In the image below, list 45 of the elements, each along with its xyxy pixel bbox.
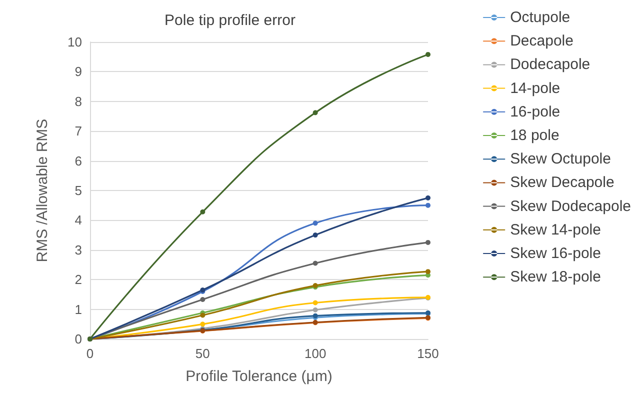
y-tick-label: 6 (74, 153, 82, 168)
point (200, 312, 206, 318)
y-tick-label: 9 (74, 64, 82, 80)
x-tick-label: 0 (86, 346, 94, 361)
legend-label: Dodecapole (510, 56, 590, 74)
point (312, 300, 318, 306)
legend-label: 18 pole (510, 127, 560, 144)
legend-label: 16-pole (510, 103, 560, 120)
point (426, 202, 430, 208)
point (200, 209, 206, 214)
point (426, 269, 430, 274)
y-tick-label: 4 (74, 212, 82, 228)
point (426, 195, 430, 200)
x-axis-title: Profile Tolerance (µm) (186, 368, 332, 385)
y-tick-label: 10 (68, 34, 82, 50)
y-tick-label: 8 (74, 94, 82, 109)
point (312, 307, 318, 312)
legend-label: Skew 18-pole (510, 268, 601, 286)
point (312, 110, 318, 116)
y-axis-title: RMS /Allowable RMS (34, 118, 51, 262)
y-tick-label: 0 (74, 332, 82, 346)
point (312, 232, 318, 238)
point (312, 260, 318, 266)
x-tick-label: 150 (417, 346, 439, 361)
legend-label: Skew 16-pole (510, 245, 601, 262)
legend-label: Skew Octupole (510, 150, 611, 168)
legend-label: Skew 14-pole (510, 221, 601, 238)
legend-label: Skew Decapole (510, 174, 614, 192)
legend-label: Skew Dodecapole (510, 198, 632, 215)
y-tick-label: 1 (74, 302, 82, 317)
legend-label: 14-pole (510, 80, 560, 97)
point (200, 322, 206, 327)
legend-label: Decapole (510, 32, 574, 50)
point (426, 52, 430, 57)
legend-label: Octupole (510, 9, 570, 26)
y-tick-label: 3 (74, 242, 82, 258)
point (200, 297, 206, 302)
x-tick-label: 50 (195, 346, 210, 361)
y-tick-label: 2 (74, 272, 82, 288)
point (426, 240, 430, 245)
x-tick-label: 100 (304, 346, 326, 361)
point (312, 220, 318, 226)
chart-title: Pole tip profile error (164, 12, 296, 29)
y-tick-label: 7 (74, 124, 82, 139)
y-tick-label: 5 (74, 183, 82, 198)
